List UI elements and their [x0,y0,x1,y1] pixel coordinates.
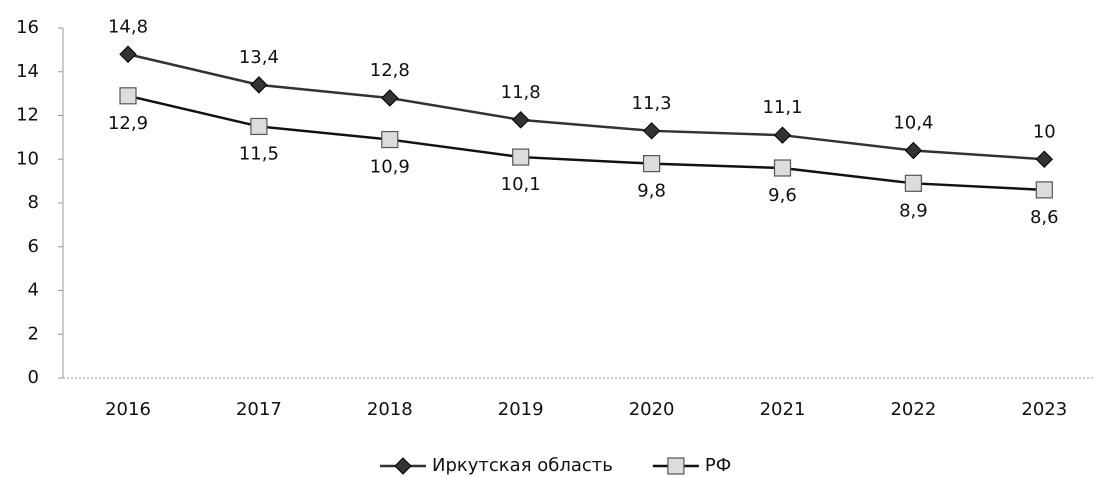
x-tick-label: 2018 [367,399,413,420]
point-marker [381,130,399,149]
data-label: 12,8 [370,60,410,81]
y-tick-label: 10 [16,148,39,169]
x-tick-label: 2023 [1021,399,1067,420]
point-marker [250,117,268,136]
series-line [127,94,1045,192]
y-tick-label: 8 [28,192,39,213]
data-label: 10,9 [370,157,410,178]
data-label: 10,4 [893,113,933,134]
x-tick-label: 2021 [760,399,806,420]
legend-label: Иркутская область [432,455,613,476]
point-marker [381,89,399,107]
x-tick-label: 2016 [105,399,151,420]
y-tick-label: 12 [16,105,39,126]
data-label: 12,9 [108,113,148,134]
y-tick-label: 2 [28,323,39,344]
data-label: 13,4 [239,47,279,68]
data-label: 14,8 [108,16,148,37]
point-marker [642,122,661,140]
data-label: 11,8 [501,82,541,103]
point-marker [511,111,530,129]
y-tick-label: 14 [16,61,39,82]
data-label: 9,8 [637,181,666,202]
data-label: 10 [1033,121,1056,142]
data-label: 8,6 [1030,207,1059,228]
point-marker [512,148,530,166]
y-tick-label: 4 [28,280,39,301]
point-marker [904,141,923,160]
legend-marker [667,457,685,475]
y-tick-label: 16 [16,17,39,38]
legend-marker [394,457,412,475]
series-line [127,53,1045,161]
point-marker [119,45,137,63]
x-tick-label: 2017 [236,399,282,420]
y-tick-label: 0 [28,367,39,388]
data-label: 11,1 [762,97,802,118]
point-marker [119,87,137,105]
legend-label: РФ [705,455,731,476]
y-tick-label: 6 [28,236,39,257]
data-label: 11,3 [632,93,672,114]
point-marker [773,126,792,144]
point-marker [250,76,268,94]
point-marker [1035,150,1054,168]
x-tick-label: 2022 [890,399,936,420]
point-marker [1035,181,1053,199]
x-tick-label: 2019 [498,399,544,420]
point-marker [642,155,661,173]
data-label: 9,6 [768,185,797,206]
x-tick-label: 2020 [629,399,675,420]
data-label: 8,9 [899,200,928,221]
point-marker [904,174,923,192]
data-label: 10,1 [501,174,541,195]
point-marker [773,159,792,177]
data-label: 11,5 [239,143,279,164]
